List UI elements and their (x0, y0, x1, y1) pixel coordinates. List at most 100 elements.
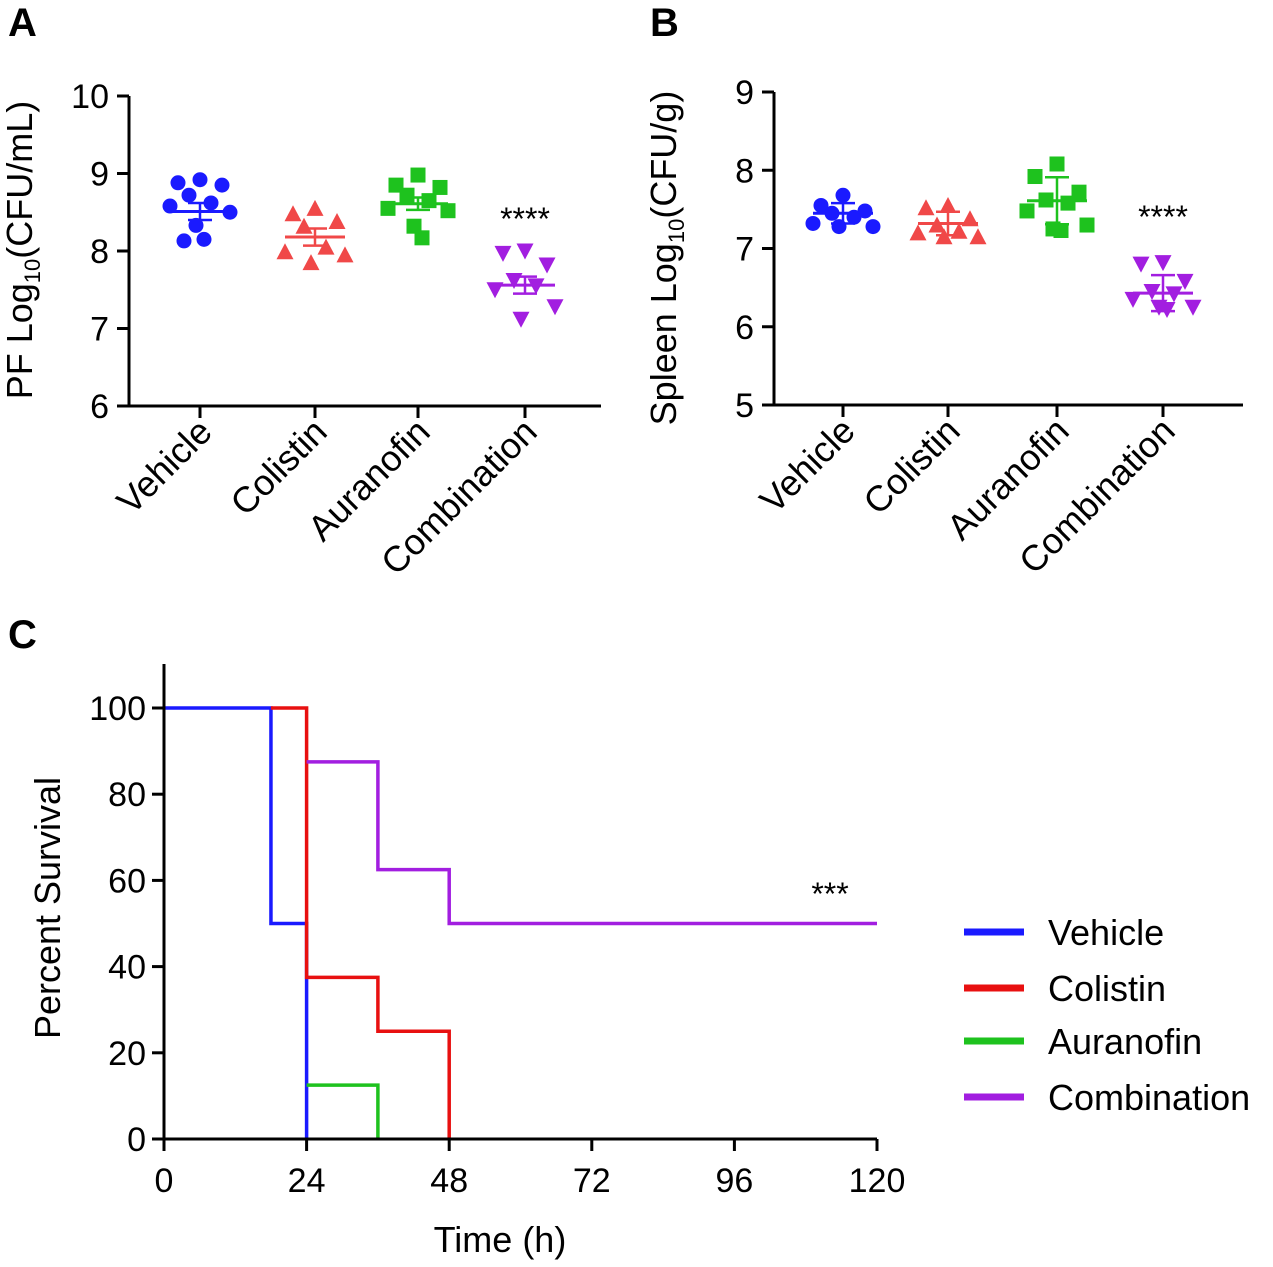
y-tick-label: 10 (71, 78, 109, 116)
y-tick-label: 6 (90, 388, 109, 426)
y-tick-label: 80 (108, 776, 146, 814)
data-point (909, 224, 927, 241)
y-tick-label: 5 (735, 387, 754, 425)
data-point (835, 187, 851, 203)
data-point (494, 245, 512, 262)
data-point (432, 179, 448, 195)
data-point (1184, 299, 1202, 316)
group-colistin (909, 196, 987, 245)
panel-c-chart: C Percent Survival Time (h) 0 24 48 72 96 120… (8, 613, 1250, 1260)
y-tick-label: 8 (735, 152, 754, 190)
data-point (939, 196, 957, 213)
panel-c-y-axis-label: Percent Survival (27, 777, 68, 1039)
data-point (1019, 203, 1035, 219)
data-point (1176, 273, 1194, 290)
data-point (192, 172, 208, 188)
data-point (170, 175, 186, 191)
panel-a-y-axis-label: PF Log10(CFU/mL) (0, 101, 45, 400)
data-point (336, 246, 354, 263)
x-tick-label: 0 (155, 1162, 174, 1200)
data-point (414, 230, 430, 246)
y-tick-label: 9 (735, 74, 754, 112)
panel-c-significance: *** (811, 876, 848, 912)
legend-label: Combination (1048, 1077, 1250, 1118)
y-tick-label: 7 (90, 311, 109, 349)
data-point (516, 243, 534, 260)
data-point (969, 228, 987, 245)
legend-item: Combination (964, 1077, 1250, 1118)
data-point (440, 203, 456, 219)
data-point (1154, 255, 1172, 272)
panel-b-label: B (650, 1, 679, 45)
y-tick-label: 20 (108, 1035, 146, 1073)
panel-b-significance: **** (1138, 199, 1188, 235)
data-point (162, 198, 178, 214)
y-tick-label: 7 (735, 231, 754, 269)
data-point (1053, 223, 1069, 239)
panel-c-label: C (8, 613, 37, 657)
legend-item: Auranofin (964, 1021, 1202, 1062)
data-point (1124, 291, 1142, 308)
data-point (805, 215, 821, 231)
y-tick-label: 8 (90, 233, 109, 271)
data-point (1132, 256, 1150, 273)
survival-line-vehicle (164, 706, 309, 1139)
data-point (1060, 195, 1076, 211)
survival-line-combination (306, 760, 877, 926)
y-tick-label: 0 (127, 1121, 146, 1159)
survival-line-colistin (270, 706, 451, 1139)
data-point (813, 197, 829, 213)
data-point (865, 219, 881, 235)
category-label: Vehicle (109, 411, 220, 522)
legend-item: Colistin (964, 968, 1166, 1009)
data-point (214, 177, 230, 193)
group-auranofin (380, 167, 456, 246)
data-point (399, 187, 415, 203)
data-point (306, 199, 324, 216)
data-point (176, 233, 192, 249)
x-tick-label: 72 (573, 1162, 611, 1200)
group-vehicle (805, 187, 881, 235)
legend-label: Auranofin (1048, 1021, 1202, 1062)
y-tick-label: 100 (89, 690, 146, 728)
group-combination (1124, 255, 1202, 319)
data-point (546, 299, 564, 316)
data-point (1049, 156, 1065, 172)
legend: Vehicle Colistin Auranofin Combination (964, 912, 1250, 1118)
group-vehicle (162, 172, 238, 249)
data-point (410, 167, 426, 183)
x-tick-label: 48 (430, 1162, 468, 1200)
x-tick-label: 96 (715, 1162, 753, 1200)
x-tick-label: 120 (849, 1162, 906, 1200)
legend-label: Colistin (1048, 968, 1166, 1009)
x-tick-label: 24 (288, 1162, 326, 1200)
legend-item: Vehicle (964, 912, 1164, 953)
group-colistin (276, 199, 354, 271)
data-point (328, 213, 346, 230)
y-tick-label: 9 (90, 156, 109, 194)
panel-c-x-axis-label: Time (h) (434, 1219, 567, 1260)
y-tick-label: 60 (108, 862, 146, 900)
data-point (302, 254, 320, 271)
y-tick-label: 40 (108, 949, 146, 987)
data-point (512, 311, 530, 328)
y-tick-label: 6 (735, 309, 754, 347)
data-point (1079, 217, 1095, 233)
panel-b-y-axis-label: Spleen Log10(CFU/g) (643, 91, 689, 426)
survival-line-auranofin (306, 1083, 380, 1139)
data-point (538, 257, 556, 274)
panel-b-axes (772, 92, 1243, 407)
group-auranofin (1019, 156, 1095, 239)
data-point (181, 187, 197, 203)
panel-a-axes (127, 96, 601, 408)
data-point (276, 243, 294, 260)
panel-b-chart: B Spleen Log10(CFU/g) 5 6 7 8 9 **** Vehicle… (643, 1, 1243, 582)
data-point (406, 218, 422, 234)
panel-a-label: A (8, 1, 37, 45)
category-label: Vehicle (752, 410, 863, 521)
data-point (421, 193, 437, 209)
panel-a-significance: **** (500, 201, 550, 237)
data-point (196, 231, 212, 247)
